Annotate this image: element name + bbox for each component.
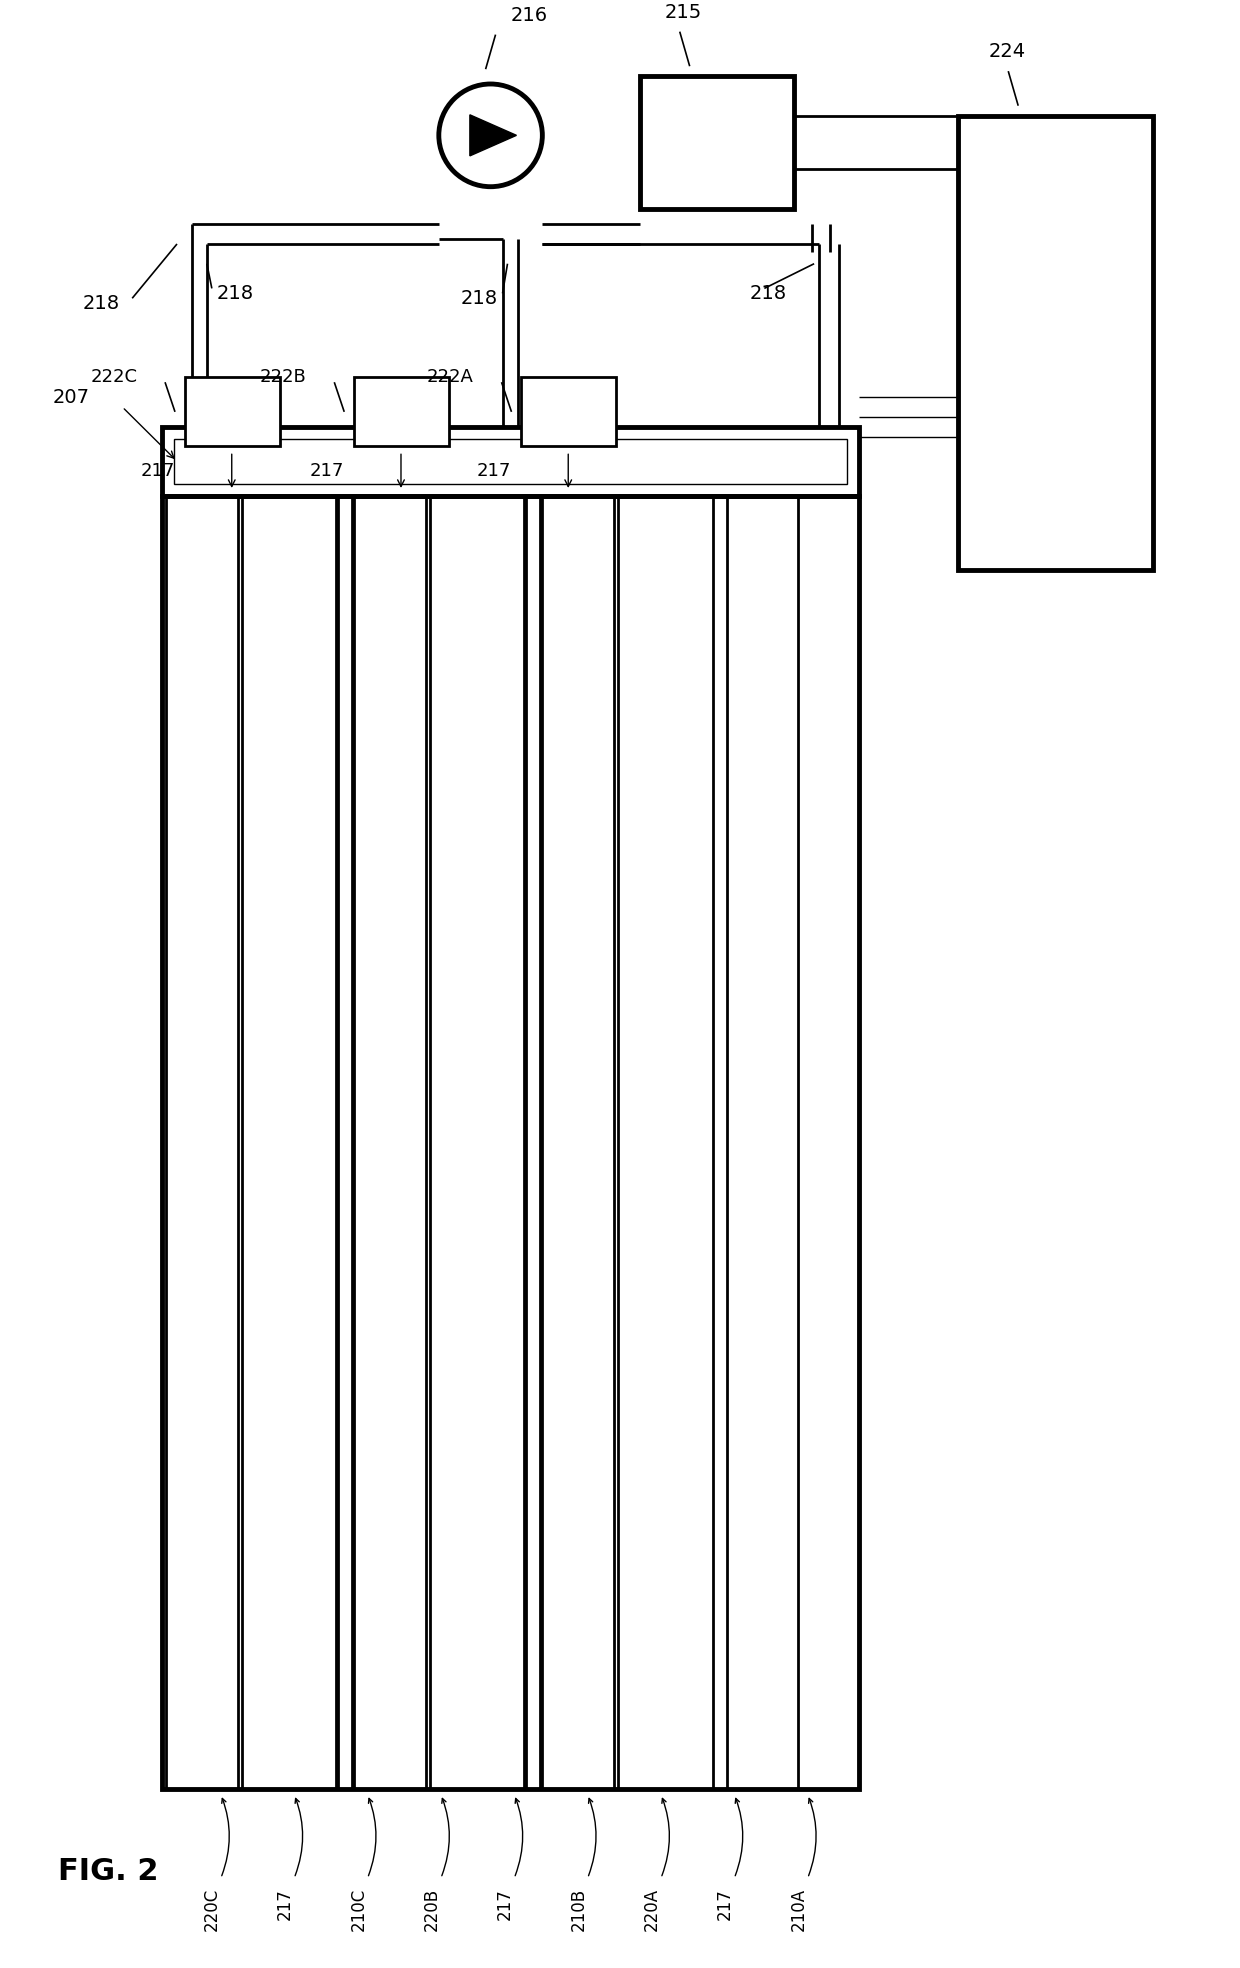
Bar xyxy=(727,496,799,1789)
Bar xyxy=(162,427,859,496)
Text: 218: 218 xyxy=(82,293,119,313)
Text: 217: 217 xyxy=(140,462,175,480)
Text: 220C: 220C xyxy=(203,1887,221,1931)
Text: 222C: 222C xyxy=(91,368,138,386)
Text: 220B: 220B xyxy=(423,1887,440,1931)
Text: 217: 217 xyxy=(277,1887,294,1921)
Text: 218: 218 xyxy=(460,289,497,307)
Text: 217: 217 xyxy=(496,1887,515,1921)
Text: 210C: 210C xyxy=(350,1887,367,1931)
Bar xyxy=(174,439,847,484)
Bar xyxy=(355,496,425,1789)
Text: 218: 218 xyxy=(217,283,254,303)
Text: 224: 224 xyxy=(988,41,1025,61)
Bar xyxy=(355,378,449,447)
Text: 215: 215 xyxy=(665,2,702,22)
Bar xyxy=(162,496,859,1789)
Bar xyxy=(618,496,713,1789)
Text: 222B: 222B xyxy=(259,368,306,386)
Bar xyxy=(185,378,279,447)
Text: 217: 217 xyxy=(476,462,511,480)
Bar xyxy=(522,378,616,447)
Polygon shape xyxy=(470,114,517,155)
Bar xyxy=(430,496,525,1789)
Bar xyxy=(959,116,1153,571)
Text: 222A: 222A xyxy=(427,368,474,386)
Bar xyxy=(166,496,238,1789)
Text: 220A: 220A xyxy=(642,1887,661,1931)
Text: 210B: 210B xyxy=(569,1887,588,1931)
Text: 217: 217 xyxy=(310,462,343,480)
Text: 210A: 210A xyxy=(790,1887,807,1931)
Bar xyxy=(640,77,794,209)
Bar xyxy=(242,496,336,1789)
Bar xyxy=(542,496,614,1789)
Text: 217: 217 xyxy=(717,1887,734,1921)
Text: 218: 218 xyxy=(749,283,786,303)
Text: FIG. 2: FIG. 2 xyxy=(57,1858,157,1885)
Text: 216: 216 xyxy=(511,6,548,26)
Text: 207: 207 xyxy=(52,388,89,407)
